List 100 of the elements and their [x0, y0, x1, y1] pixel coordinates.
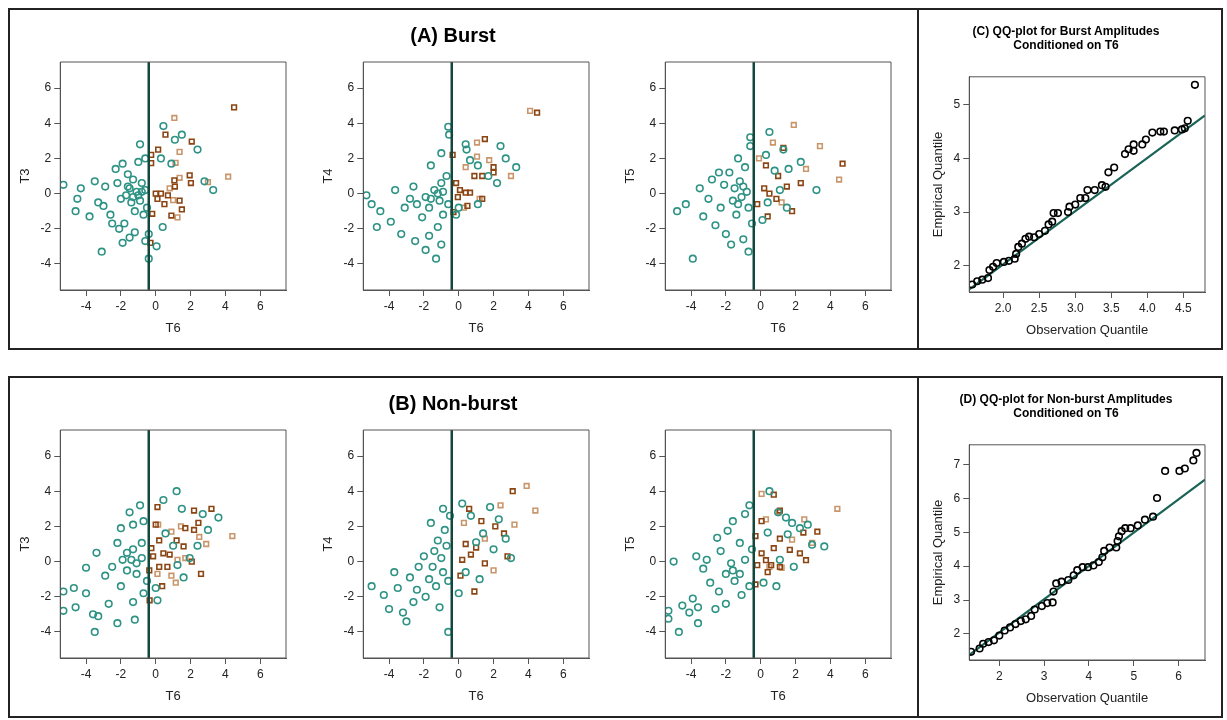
point — [1159, 127, 1169, 136]
point — [490, 169, 497, 176]
point — [161, 529, 170, 538]
point — [190, 526, 198, 534]
point — [766, 190, 773, 197]
y-tick-label: 0 — [347, 185, 355, 200]
point — [431, 254, 441, 263]
point — [1043, 598, 1052, 608]
point — [158, 222, 167, 232]
point — [693, 603, 703, 612]
point — [132, 569, 141, 579]
point — [154, 570, 161, 578]
point — [490, 164, 497, 171]
point — [784, 164, 793, 174]
point — [1004, 256, 1014, 265]
point — [1104, 168, 1113, 177]
y-tick-label: -4 — [645, 624, 657, 639]
point — [812, 185, 821, 195]
point — [761, 150, 771, 159]
point — [765, 487, 774, 496]
point — [725, 168, 734, 177]
y-axis-title: T5 — [622, 168, 638, 184]
point — [379, 590, 388, 600]
point — [1073, 566, 1082, 575]
point — [397, 229, 406, 239]
point — [188, 558, 195, 565]
point — [728, 196, 737, 205]
x-tick-label: 6 — [861, 666, 869, 681]
point — [1105, 543, 1114, 552]
x-tick-label: -4 — [383, 666, 395, 681]
y-tick-label: 0 — [649, 185, 657, 200]
point — [1097, 181, 1107, 190]
point — [985, 265, 994, 275]
x-tick-label: 4 — [525, 666, 533, 681]
point — [473, 544, 480, 551]
point — [135, 501, 145, 510]
y-tick-label: 2 — [953, 626, 961, 641]
point — [973, 277, 982, 286]
point — [116, 524, 125, 533]
point — [425, 575, 434, 584]
y-tick-label: 4 — [347, 483, 355, 498]
y-tick-label: 2 — [44, 518, 52, 533]
point — [764, 569, 771, 576]
point — [460, 204, 468, 211]
point — [125, 508, 134, 517]
point — [425, 203, 434, 212]
x-tick-label: 4 — [222, 298, 230, 313]
x-tick-label: 2 — [792, 666, 800, 681]
point — [728, 566, 737, 575]
x-axis-title: T6 — [165, 319, 181, 335]
point — [707, 175, 717, 184]
point — [156, 537, 163, 544]
point — [73, 194, 82, 203]
point — [367, 582, 376, 591]
point — [795, 524, 805, 533]
point — [203, 540, 210, 548]
point — [1113, 536, 1122, 546]
point — [130, 207, 139, 216]
point — [458, 499, 467, 508]
y-tick-label: 3 — [953, 204, 961, 219]
point — [177, 523, 185, 530]
point — [229, 532, 236, 540]
point — [1076, 193, 1085, 203]
y-tick-label: 5 — [953, 97, 961, 112]
y-tick-label: -2 — [40, 221, 52, 236]
y-tick-label: -4 — [645, 256, 657, 271]
point — [111, 164, 120, 174]
point — [473, 161, 482, 170]
point — [186, 172, 193, 179]
point — [376, 207, 385, 216]
x-tick-label: -2 — [115, 298, 127, 313]
x-tick-label: 6 — [559, 666, 567, 681]
point — [481, 535, 488, 542]
point — [171, 114, 178, 122]
point — [176, 174, 183, 181]
point — [164, 192, 172, 199]
x-axis-title: T6 — [468, 319, 484, 335]
point — [130, 228, 139, 237]
x-tick-label: 4 — [222, 666, 230, 681]
point — [437, 149, 446, 158]
point — [754, 561, 761, 569]
point — [127, 555, 136, 564]
point — [433, 189, 442, 198]
point — [752, 532, 759, 540]
point — [1063, 207, 1073, 217]
y-tick-label: 2 — [649, 518, 657, 533]
point — [1112, 543, 1121, 552]
point — [754, 201, 761, 208]
point — [1152, 493, 1162, 503]
point — [197, 570, 205, 578]
point — [108, 562, 117, 571]
point — [135, 196, 145, 205]
point — [1180, 124, 1189, 133]
point — [425, 231, 434, 240]
point — [1065, 202, 1074, 211]
point — [120, 219, 129, 228]
point — [430, 546, 439, 556]
point — [174, 214, 181, 221]
point — [1161, 466, 1170, 475]
point — [1014, 242, 1023, 252]
